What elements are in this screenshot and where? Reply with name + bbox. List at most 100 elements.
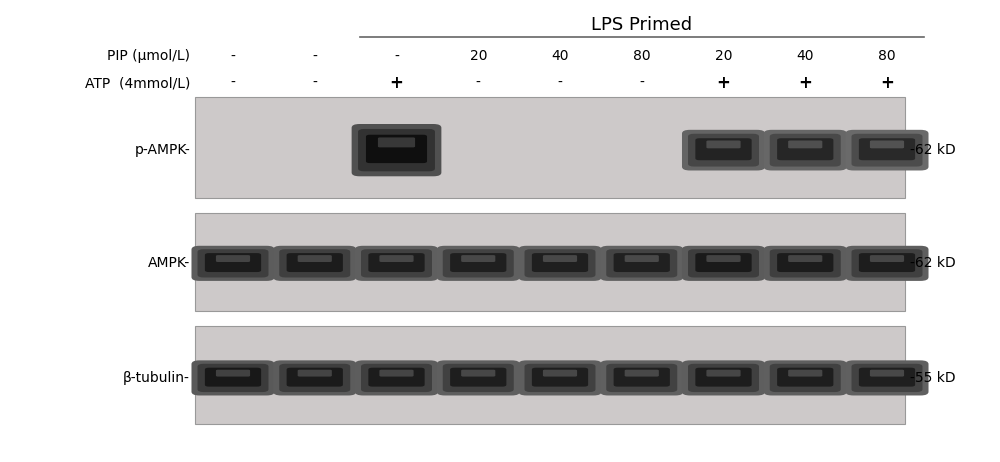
FancyBboxPatch shape xyxy=(606,249,677,278)
FancyBboxPatch shape xyxy=(361,249,432,278)
FancyBboxPatch shape xyxy=(852,364,922,392)
FancyBboxPatch shape xyxy=(195,326,905,424)
FancyBboxPatch shape xyxy=(870,140,904,148)
FancyBboxPatch shape xyxy=(355,246,438,281)
FancyBboxPatch shape xyxy=(205,253,261,272)
FancyBboxPatch shape xyxy=(195,97,905,198)
FancyBboxPatch shape xyxy=(706,370,741,377)
FancyBboxPatch shape xyxy=(695,253,752,272)
FancyBboxPatch shape xyxy=(764,246,847,281)
FancyBboxPatch shape xyxy=(688,249,759,278)
FancyBboxPatch shape xyxy=(379,255,414,262)
FancyBboxPatch shape xyxy=(355,360,438,395)
FancyBboxPatch shape xyxy=(525,364,595,392)
FancyBboxPatch shape xyxy=(461,255,495,262)
FancyBboxPatch shape xyxy=(770,249,841,278)
Text: -: - xyxy=(394,49,399,63)
FancyBboxPatch shape xyxy=(845,246,929,281)
FancyBboxPatch shape xyxy=(368,253,425,272)
FancyBboxPatch shape xyxy=(216,370,250,377)
FancyBboxPatch shape xyxy=(859,138,915,160)
FancyBboxPatch shape xyxy=(298,255,332,262)
FancyBboxPatch shape xyxy=(361,364,432,392)
FancyBboxPatch shape xyxy=(450,368,506,387)
FancyBboxPatch shape xyxy=(764,360,847,395)
FancyBboxPatch shape xyxy=(532,368,588,387)
Text: 20: 20 xyxy=(470,49,487,63)
Text: +: + xyxy=(717,74,730,92)
Text: ATP  (4mmol/L): ATP (4mmol/L) xyxy=(85,76,190,90)
FancyBboxPatch shape xyxy=(287,253,343,272)
FancyBboxPatch shape xyxy=(706,140,741,148)
FancyBboxPatch shape xyxy=(606,364,677,392)
FancyBboxPatch shape xyxy=(777,368,833,387)
Text: -: - xyxy=(558,76,562,90)
FancyBboxPatch shape xyxy=(437,246,520,281)
FancyBboxPatch shape xyxy=(770,134,841,167)
Text: -62 kD: -62 kD xyxy=(910,256,956,270)
Text: LPS Primed: LPS Primed xyxy=(591,16,692,34)
FancyBboxPatch shape xyxy=(443,364,514,392)
Text: -: - xyxy=(476,76,481,90)
Text: β-tubulin-: β-tubulin- xyxy=(123,371,190,385)
Text: -: - xyxy=(312,49,317,63)
FancyBboxPatch shape xyxy=(287,368,343,387)
FancyBboxPatch shape xyxy=(845,360,929,395)
FancyBboxPatch shape xyxy=(625,255,659,262)
FancyBboxPatch shape xyxy=(352,124,441,176)
FancyBboxPatch shape xyxy=(450,253,506,272)
FancyBboxPatch shape xyxy=(195,213,905,311)
Text: +: + xyxy=(798,74,812,92)
FancyBboxPatch shape xyxy=(852,134,922,167)
FancyBboxPatch shape xyxy=(777,253,833,272)
Text: -: - xyxy=(231,49,235,63)
Text: -: - xyxy=(231,76,235,90)
FancyBboxPatch shape xyxy=(379,370,414,377)
Text: -: - xyxy=(639,76,644,90)
FancyBboxPatch shape xyxy=(205,368,261,387)
FancyBboxPatch shape xyxy=(706,255,741,262)
Text: 40: 40 xyxy=(796,49,814,63)
Text: +: + xyxy=(880,74,894,92)
FancyBboxPatch shape xyxy=(273,360,356,395)
FancyBboxPatch shape xyxy=(518,360,602,395)
FancyBboxPatch shape xyxy=(695,138,752,160)
FancyBboxPatch shape xyxy=(859,368,915,387)
FancyBboxPatch shape xyxy=(770,364,841,392)
FancyBboxPatch shape xyxy=(682,246,765,281)
FancyBboxPatch shape xyxy=(279,364,350,392)
FancyBboxPatch shape xyxy=(443,249,514,278)
FancyBboxPatch shape xyxy=(695,368,752,387)
FancyBboxPatch shape xyxy=(518,246,602,281)
FancyBboxPatch shape xyxy=(191,246,275,281)
Text: 20: 20 xyxy=(715,49,732,63)
FancyBboxPatch shape xyxy=(870,255,904,262)
Text: -62 kD: -62 kD xyxy=(910,143,956,157)
Text: 80: 80 xyxy=(633,49,651,63)
Text: 40: 40 xyxy=(551,49,569,63)
FancyBboxPatch shape xyxy=(845,130,929,170)
Text: PIP (μmol/L): PIP (μmol/L) xyxy=(107,49,190,63)
FancyBboxPatch shape xyxy=(625,370,659,377)
FancyBboxPatch shape xyxy=(191,360,275,395)
FancyBboxPatch shape xyxy=(859,253,915,272)
FancyBboxPatch shape xyxy=(764,130,847,170)
FancyBboxPatch shape xyxy=(525,249,595,278)
FancyBboxPatch shape xyxy=(437,360,520,395)
Text: p-AMPK-: p-AMPK- xyxy=(134,143,190,157)
Text: -55 kD: -55 kD xyxy=(910,371,956,385)
FancyBboxPatch shape xyxy=(543,370,577,377)
FancyBboxPatch shape xyxy=(366,135,427,163)
Text: AMPK-: AMPK- xyxy=(148,256,190,270)
FancyBboxPatch shape xyxy=(788,255,822,262)
FancyBboxPatch shape xyxy=(378,137,415,147)
Text: -: - xyxy=(312,76,317,90)
FancyBboxPatch shape xyxy=(461,370,495,377)
FancyBboxPatch shape xyxy=(600,246,683,281)
FancyBboxPatch shape xyxy=(777,138,833,160)
FancyBboxPatch shape xyxy=(273,246,356,281)
FancyBboxPatch shape xyxy=(614,253,670,272)
FancyBboxPatch shape xyxy=(682,130,765,170)
FancyBboxPatch shape xyxy=(788,140,822,148)
Text: +: + xyxy=(390,74,403,92)
